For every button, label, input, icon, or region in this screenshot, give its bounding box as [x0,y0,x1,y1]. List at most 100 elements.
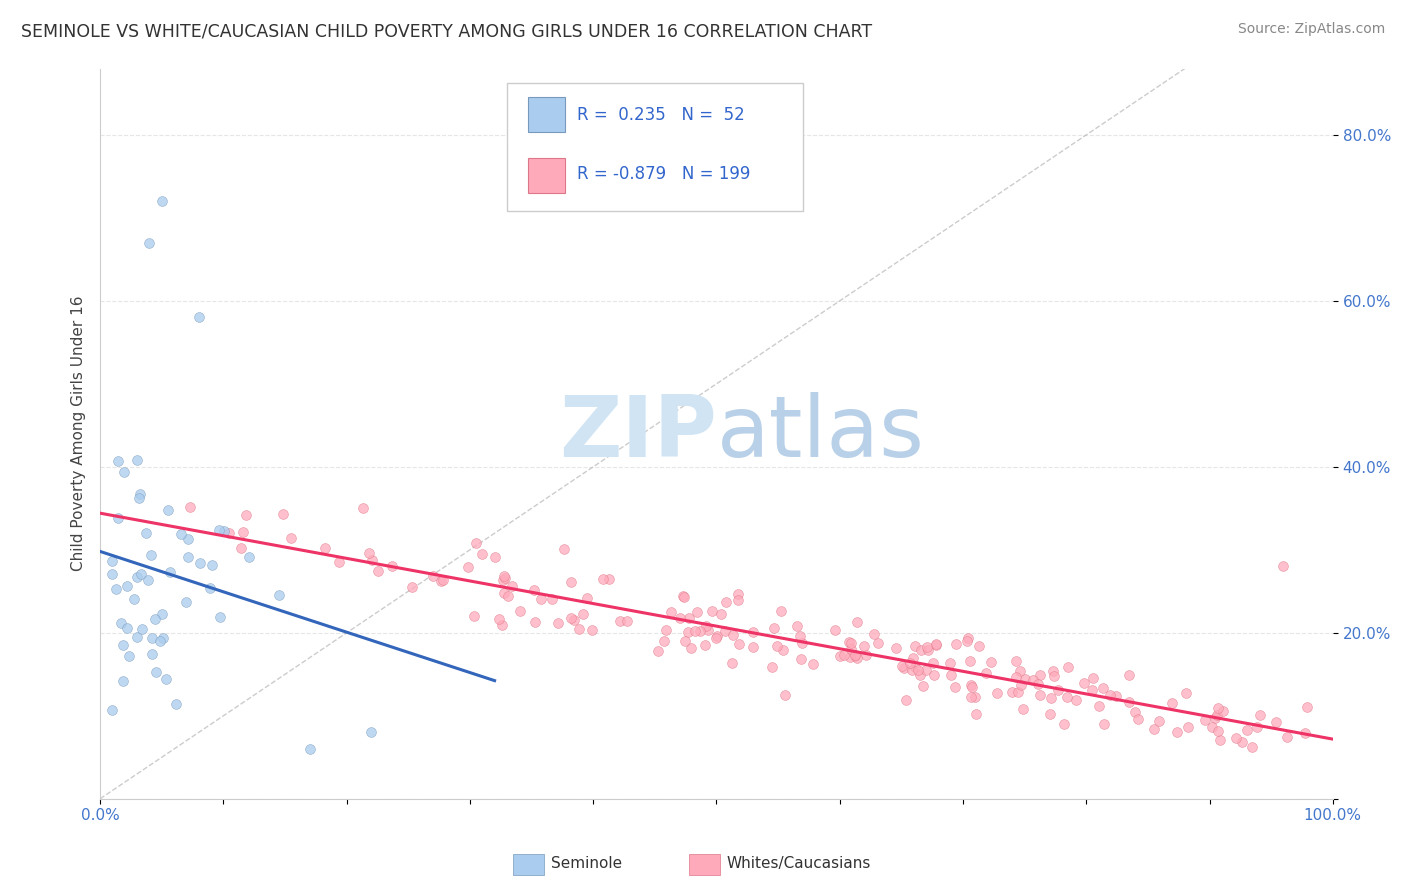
Point [672,590,695,604]
Point [838,635,860,649]
Point [925,638,948,652]
Point [1012,702,1035,716]
Point [844,648,866,663]
Point [131,623,153,637]
Point [939,668,962,682]
Point [862,627,884,641]
Point [235,508,257,523]
Point [170,527,193,541]
Point [271,508,294,522]
Point [128,491,150,505]
Point [922,668,945,682]
Point [695,619,717,633]
Point [496,590,519,604]
Point [1225,731,1247,745]
Point [710,607,733,621]
Point [188,556,211,570]
Point [381,558,404,573]
Point [1161,696,1184,710]
Point [911,680,934,694]
Point [115,579,138,593]
Point [1022,673,1045,687]
Point [1092,717,1115,731]
Point [111,673,134,688]
Point [1029,667,1052,681]
Point [1166,724,1188,739]
Point [898,656,921,670]
Point [838,650,860,665]
Point [761,660,783,674]
Point [560,575,582,590]
Point [509,604,531,618]
Point [314,541,336,555]
Point [727,593,749,607]
Point [1004,670,1026,684]
Point [986,686,1008,700]
Point [201,558,224,572]
Point [721,628,744,642]
Point [960,680,983,694]
Point [945,637,967,651]
Point [541,592,564,607]
Point [129,567,152,582]
Point [141,549,163,563]
Point [155,673,177,687]
Point [1004,654,1026,668]
Point [868,636,890,650]
Point [672,589,695,603]
Point [766,639,789,653]
Point [118,648,141,663]
Point [1040,690,1063,705]
Point [328,555,350,569]
Point [138,235,160,250]
Point [910,643,932,657]
Point [1265,714,1288,729]
Point [846,651,869,665]
Point [1073,676,1095,690]
Point [925,637,948,651]
FancyBboxPatch shape [527,158,565,193]
Point [956,633,979,648]
Point [828,649,851,664]
Point [1126,712,1149,726]
Point [1014,672,1036,686]
Point [659,605,682,619]
Point [609,614,631,628]
Point [1026,677,1049,691]
Point [915,640,938,654]
Point [401,580,423,594]
Point [267,588,290,602]
Point [721,657,744,671]
Point [232,525,254,540]
Text: Seminole: Seminole [551,856,623,871]
Point [824,623,846,637]
Point [960,690,983,705]
Point [352,501,374,516]
Point [360,725,382,739]
Point [790,652,813,666]
Point [367,564,389,578]
Point [101,554,124,568]
Y-axis label: Child Poverty Among Girls Under 16: Child Poverty Among Girls Under 16 [72,296,86,572]
Point [101,703,124,717]
Point [471,547,494,561]
Point [1099,688,1122,702]
Point [156,503,179,517]
Point [974,666,997,681]
Point [572,607,595,621]
Point [1295,700,1317,714]
Point [1277,730,1299,744]
Point [685,624,707,638]
Point [1204,711,1226,725]
Point [150,607,173,621]
Point [956,631,979,645]
Point [1042,664,1064,678]
Point [855,648,877,662]
Point [786,619,808,633]
Point [357,546,380,560]
Point [177,550,200,565]
Point [1043,669,1066,683]
Point [1294,726,1316,740]
Point [1246,720,1268,734]
Point [943,681,966,695]
